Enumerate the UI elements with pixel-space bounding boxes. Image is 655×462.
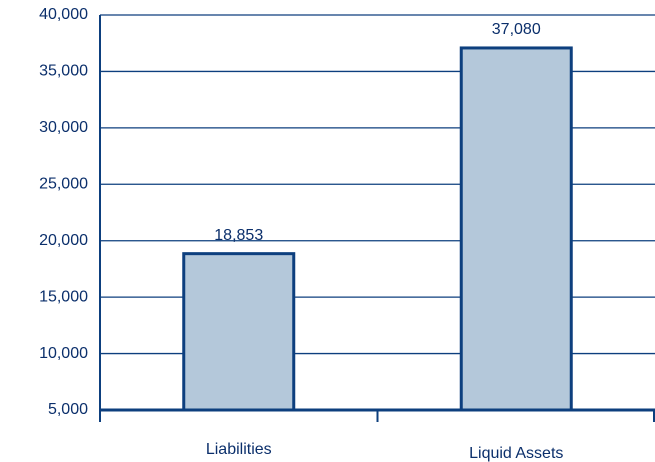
value-label: 18,853	[214, 227, 263, 244]
y-tick-label: 20,000	[39, 232, 88, 249]
y-tick-label: 40,000	[39, 6, 88, 23]
bar	[459, 46, 573, 412]
y-tick-label: 5,000	[48, 401, 88, 418]
y-tick-label: 35,000	[39, 63, 88, 80]
y-tick-label: 15,000	[39, 288, 88, 305]
x-tick-label: Liabilities	[206, 441, 272, 458]
x-tick-label: Liquid Assets	[469, 445, 563, 462]
value-label: 37,080	[492, 21, 541, 38]
bar	[182, 252, 296, 412]
y-tick-label: 10,000	[39, 345, 88, 362]
y-tick-label: 30,000	[39, 119, 88, 136]
y-tick-label: 25,000	[39, 176, 88, 193]
